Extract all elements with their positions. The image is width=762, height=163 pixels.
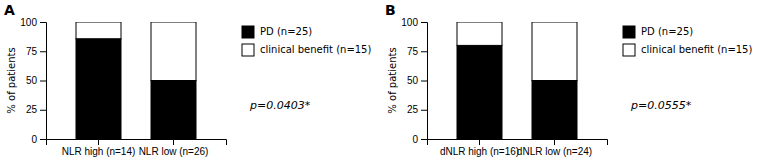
- tick-mark: [40, 139, 46, 140]
- tick-label: dNLR low (n=24): [517, 146, 592, 157]
- bars: [457, 22, 577, 139]
- bar-segment: [532, 22, 577, 81]
- tick-mark: [421, 81, 427, 82]
- panel-label: A: [4, 2, 15, 18]
- tick-mark: [421, 139, 427, 140]
- tick-mark: [40, 51, 46, 52]
- bar-segment: [532, 81, 577, 140]
- tick-label: 100: [20, 17, 37, 28]
- legend-item: clinical benefit (n=15): [242, 44, 371, 56]
- axis-line: [428, 140, 608, 146]
- bar-segment: [457, 22, 502, 45]
- y-axis-title: % of patients: [387, 47, 398, 113]
- x-axis: NLR high (n=14)NLR low (n=26): [47, 139, 227, 157]
- tick-mark: [40, 110, 46, 111]
- y-axis-title: % of patients: [6, 47, 17, 113]
- legend-item: PD (n=25): [242, 26, 312, 38]
- legend-item: clinical benefit (n=15): [623, 44, 752, 56]
- tick-mark: [421, 22, 427, 23]
- tick-mark: [40, 81, 46, 82]
- tick-label: dNLR high (n=16): [440, 146, 519, 157]
- legend-label: clinical benefit (n=15): [641, 44, 752, 55]
- tick: dNLR high (n=16): [440, 139, 519, 157]
- tick-mark: [173, 139, 174, 145]
- tick: 75: [26, 46, 46, 57]
- tick: dNLR low (n=24): [517, 139, 592, 157]
- chart-root: 0 25 50 75 100 NLR high (n=14)NLR low (n=26)%…: [0, 0, 762, 163]
- tick: 0: [412, 134, 427, 145]
- tick-label: NLR high (n=14): [62, 146, 136, 157]
- x-axis: dNLR high (n=16)dNLR low (n=24): [428, 139, 608, 157]
- axis-line: [421, 23, 428, 140]
- tick-label: 100: [401, 17, 418, 28]
- tick-label: 75: [407, 46, 419, 57]
- axis-line: [47, 140, 227, 146]
- tick: 25: [26, 104, 46, 115]
- tick-mark: [40, 22, 46, 23]
- tick-mark: [479, 139, 480, 145]
- tick-label: 50: [26, 75, 38, 86]
- panel-label: B: [385, 2, 396, 18]
- tick-label: 0: [31, 134, 37, 145]
- tick: 50: [26, 75, 46, 86]
- annotation: p=0.0403*: [249, 99, 311, 112]
- legend: PD (n=25) clinical benefit (n=15): [242, 26, 371, 56]
- bar-segment: [76, 22, 121, 39]
- tick: 100: [401, 17, 427, 28]
- panel: 0 25 50 75 100 dNLR high (n=16)dNLR low (n=24…: [385, 2, 752, 157]
- legend: PD (n=25) clinical benefit (n=15): [623, 26, 752, 56]
- tick-label: 25: [407, 104, 419, 115]
- tick-label: 75: [26, 46, 38, 57]
- bar-segment: [457, 45, 502, 139]
- tick: 100: [20, 17, 46, 28]
- tick-label: 25: [26, 104, 38, 115]
- tick-label: NLR low (n=26): [139, 146, 209, 157]
- y-axis: 0 25 50 75 100: [20, 17, 46, 145]
- tick-mark: [554, 139, 555, 145]
- y-axis: 0 25 50 75 100: [401, 17, 427, 145]
- bar-segment: [76, 39, 121, 139]
- tick-label: 0: [412, 134, 418, 145]
- tick-mark: [98, 139, 99, 145]
- tick-mark: [421, 51, 427, 52]
- legend-label: PD (n=25): [260, 26, 312, 37]
- panel: 0 25 50 75 100 NLR high (n=14)NLR low (n=26)%…: [4, 2, 371, 157]
- legend-swatch: [242, 26, 254, 38]
- legend-swatch: [623, 44, 635, 56]
- tick: 0: [31, 134, 46, 145]
- tick: NLR low (n=26): [139, 139, 209, 157]
- tick: NLR high (n=14): [62, 139, 136, 157]
- tick: 50: [407, 75, 427, 86]
- legend-swatch: [623, 26, 635, 38]
- bars: [76, 22, 196, 139]
- bar-segment: [151, 81, 196, 140]
- legend-label: PD (n=25): [641, 26, 693, 37]
- axis-line: [40, 23, 47, 140]
- legend-swatch: [242, 44, 254, 56]
- legend-item: PD (n=25): [623, 26, 693, 38]
- tick: 75: [407, 46, 427, 57]
- annotation: p=0.0555*: [630, 99, 692, 112]
- tick-mark: [421, 110, 427, 111]
- tick: 25: [407, 104, 427, 115]
- legend-label: clinical benefit (n=15): [260, 44, 371, 55]
- tick-label: 50: [407, 75, 419, 86]
- bar-segment: [151, 22, 196, 81]
